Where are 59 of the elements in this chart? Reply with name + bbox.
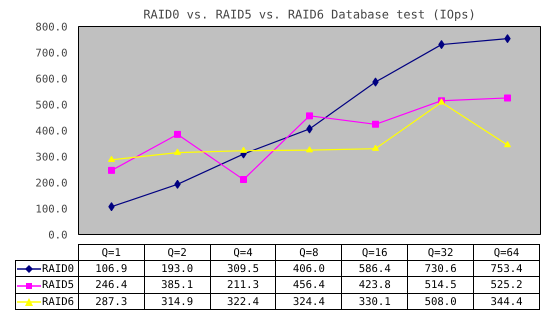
x-tick-label: Q=4 — [210, 244, 276, 261]
data-label: 508.0 — [408, 293, 474, 310]
data-label: 330.1 — [342, 293, 408, 310]
point — [240, 146, 247, 153]
data-label: 730.6 — [408, 260, 474, 277]
y-tick-label: 400.0 — [35, 124, 68, 138]
point — [306, 146, 313, 152]
point — [174, 180, 181, 189]
y-tick-label: 0.0 — [48, 228, 68, 242]
data-label: 211.3 — [210, 276, 276, 294]
y-tick-label: 600.0 — [35, 72, 68, 86]
legend-label: RAID5 — [16, 276, 78, 294]
data-label: 309.5 — [210, 260, 276, 277]
point — [240, 176, 247, 184]
data-label: 314.9 — [144, 293, 210, 310]
point — [108, 166, 115, 174]
x-tick-label: Q=2 — [144, 244, 210, 261]
y-tick-label: 200.0 — [35, 176, 68, 190]
point — [306, 112, 313, 120]
y-tick-label: 800.0 — [35, 20, 68, 34]
data-label: 586.4 — [342, 260, 408, 277]
point — [174, 130, 181, 138]
x-tick-label: Q=32 — [408, 244, 474, 261]
x-tick-label: Q=8 — [276, 244, 342, 261]
data-label: 324.4 — [276, 293, 342, 310]
y-tick-label: 500.0 — [35, 98, 68, 112]
data-label: 753.4 — [474, 260, 540, 277]
point — [174, 148, 181, 155]
point — [306, 124, 313, 134]
point — [372, 78, 379, 87]
data-label: 322.4 — [210, 293, 276, 310]
chart-title: RAID0 vs. RAID5 vs. RAID6 Database test (IOps) — [143, 8, 476, 22]
point — [372, 144, 379, 151]
point — [504, 34, 511, 44]
data-label: 193.0 — [144, 260, 210, 277]
legend-label: RAID0 — [16, 260, 78, 277]
point — [372, 120, 379, 128]
x-tick-label: Q=1 — [78, 244, 144, 261]
data-label: 106.9 — [78, 260, 144, 277]
data-label: 423.8 — [342, 276, 408, 294]
data-label: 344.4 — [474, 293, 540, 310]
y-tick-label: 700.0 — [35, 46, 68, 60]
point — [108, 156, 115, 162]
point — [504, 140, 511, 148]
x-tick-label: Q=64 — [474, 244, 540, 261]
data-label: 385.1 — [144, 276, 210, 294]
point — [504, 94, 511, 102]
x-tick-label: Q=16 — [342, 244, 408, 261]
point — [108, 202, 115, 212]
data-label: 525.2 — [474, 276, 540, 294]
point — [438, 40, 445, 50]
legend-label: RAID6 — [16, 293, 78, 310]
data-label: 287.3 — [78, 293, 144, 310]
data-label: 456.4 — [276, 276, 342, 294]
data-label: 246.4 — [78, 276, 144, 294]
data-label: 406.0 — [276, 260, 342, 277]
y-tick-label: 300.0 — [35, 150, 68, 164]
y-tick-label: 100.0 — [35, 202, 68, 216]
data-label: 514.5 — [408, 276, 474, 294]
